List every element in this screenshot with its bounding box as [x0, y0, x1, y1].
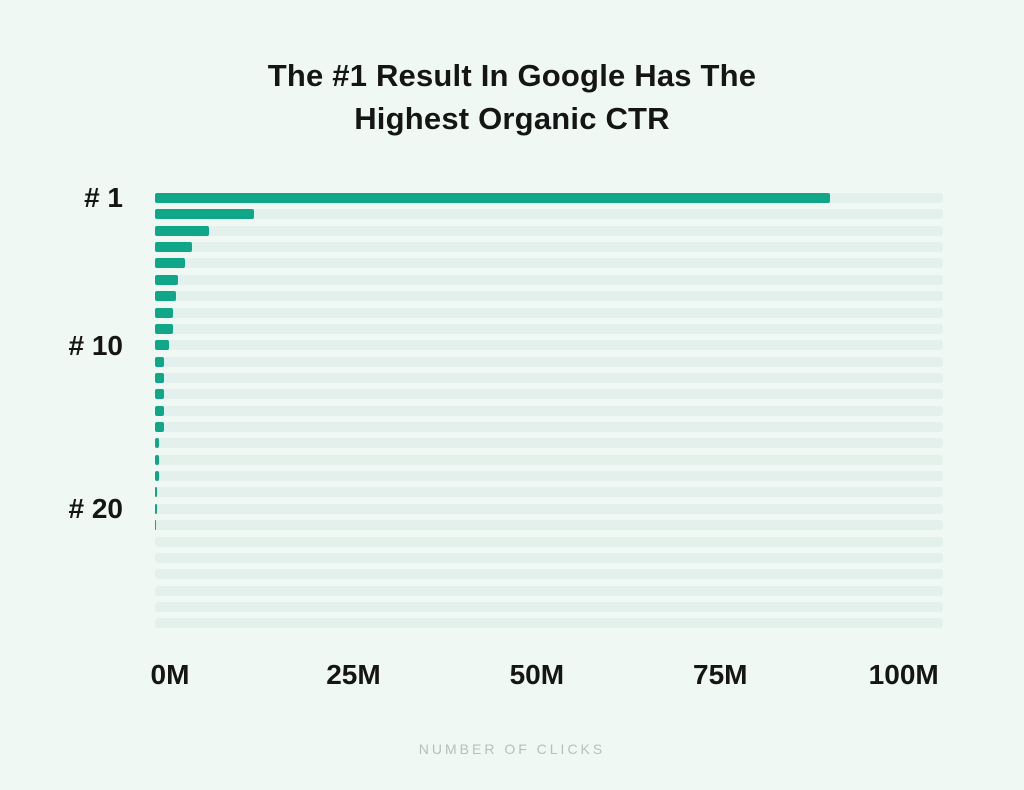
bar-track [155, 389, 943, 400]
bar-track [155, 242, 943, 253]
y-axis-label-20: # 20 [68, 493, 124, 525]
bar-row-#20 [155, 501, 943, 517]
bar-#5 [155, 258, 186, 269]
bar-track [155, 405, 943, 416]
bar-#2 [155, 209, 255, 220]
bar-track [155, 503, 943, 514]
bar-row-#18 [155, 468, 943, 484]
bar-#17 [155, 454, 160, 465]
bar-row-#2 [155, 206, 943, 222]
bar-row-#5 [155, 255, 943, 271]
bar-track [155, 291, 943, 302]
bar-track [155, 601, 943, 612]
bar-track [155, 585, 943, 596]
bar-track [155, 372, 943, 383]
bar-row-#24 [155, 566, 943, 582]
bar-#19 [155, 487, 158, 498]
x-axis-ticks: 0M 25M 50M 75M 100M [151, 659, 958, 695]
bar-#20 [155, 503, 158, 514]
bar-row-#16 [155, 435, 943, 451]
bar-track [155, 618, 943, 629]
bar-#10 [155, 340, 169, 351]
bar-track [155, 569, 943, 580]
y-axis-label-10: # 10 [68, 329, 124, 361]
bar-track [155, 422, 943, 433]
bar-row-#1 [155, 190, 943, 206]
bar-track [155, 274, 943, 285]
bar-#12 [155, 372, 164, 383]
x-axis-tick-0M: 0M [150, 659, 190, 690]
bar-#14 [155, 405, 164, 416]
bar-#7 [155, 291, 177, 302]
x-axis-tick-100M: 100M [868, 659, 939, 690]
bar-row-#10 [155, 337, 943, 353]
bar-track [155, 520, 943, 531]
bar-#18 [155, 471, 159, 482]
chart-title: The #1 Result In Google Has The Highest … [0, 54, 1024, 140]
bar-#21 [155, 520, 157, 531]
bar-row-#22 [155, 534, 943, 550]
plot-area [155, 190, 943, 632]
bar-row-#11 [155, 354, 943, 370]
chart-title-line2: Highest Organic CTR [354, 101, 670, 136]
bar-track [155, 225, 943, 236]
bar-track [155, 471, 943, 482]
bar-#13 [155, 389, 164, 400]
bar-row-#14 [155, 403, 943, 419]
bar-row-#8 [155, 305, 943, 321]
bar-#11 [155, 356, 164, 367]
bar-row-#12 [155, 370, 943, 386]
bar-row-#26 [155, 599, 943, 615]
bar-#16 [155, 438, 160, 449]
x-axis-caption: NUMBER OF CLICKS [418, 741, 606, 757]
bar-track [155, 307, 943, 318]
bar-track [155, 487, 943, 498]
bar-track [155, 209, 943, 220]
bar-track [155, 552, 943, 563]
bar-track [155, 258, 943, 269]
bar-track [155, 536, 943, 547]
bar-#15 [155, 422, 164, 433]
bar-#3 [155, 225, 209, 236]
bar-#9 [155, 323, 173, 334]
bar-row-#27 [155, 615, 943, 631]
bar-row-#3 [155, 223, 943, 239]
bar-row-#7 [155, 288, 943, 304]
bar-row-#13 [155, 386, 943, 402]
bar-row-#17 [155, 452, 943, 468]
chart-title-line1: The #1 Result In Google Has The [267, 58, 757, 93]
bar-row-#23 [155, 550, 943, 566]
x-axis-tick-50M: 50M [509, 659, 565, 690]
bar-#1 [155, 193, 830, 203]
bar-row-#15 [155, 419, 943, 435]
bar-row-#19 [155, 484, 943, 500]
y-axis-label-1: # 1 [84, 182, 123, 214]
bar-#8 [155, 307, 174, 318]
x-axis-tick-75M: 75M [693, 659, 748, 690]
bar-#4 [155, 242, 193, 253]
bar-row-#25 [155, 583, 943, 599]
bar-row-#21 [155, 517, 943, 533]
bar-row-#9 [155, 321, 943, 337]
bar-track [155, 454, 943, 465]
bar-track [155, 340, 943, 351]
x-axis-tick-25M: 25M [326, 659, 381, 690]
bar-track [155, 356, 943, 367]
bar-#6 [155, 274, 179, 285]
bar-row-#4 [155, 239, 943, 255]
bar-row-#6 [155, 272, 943, 288]
bar-track [155, 438, 943, 449]
bar-track [155, 323, 943, 334]
